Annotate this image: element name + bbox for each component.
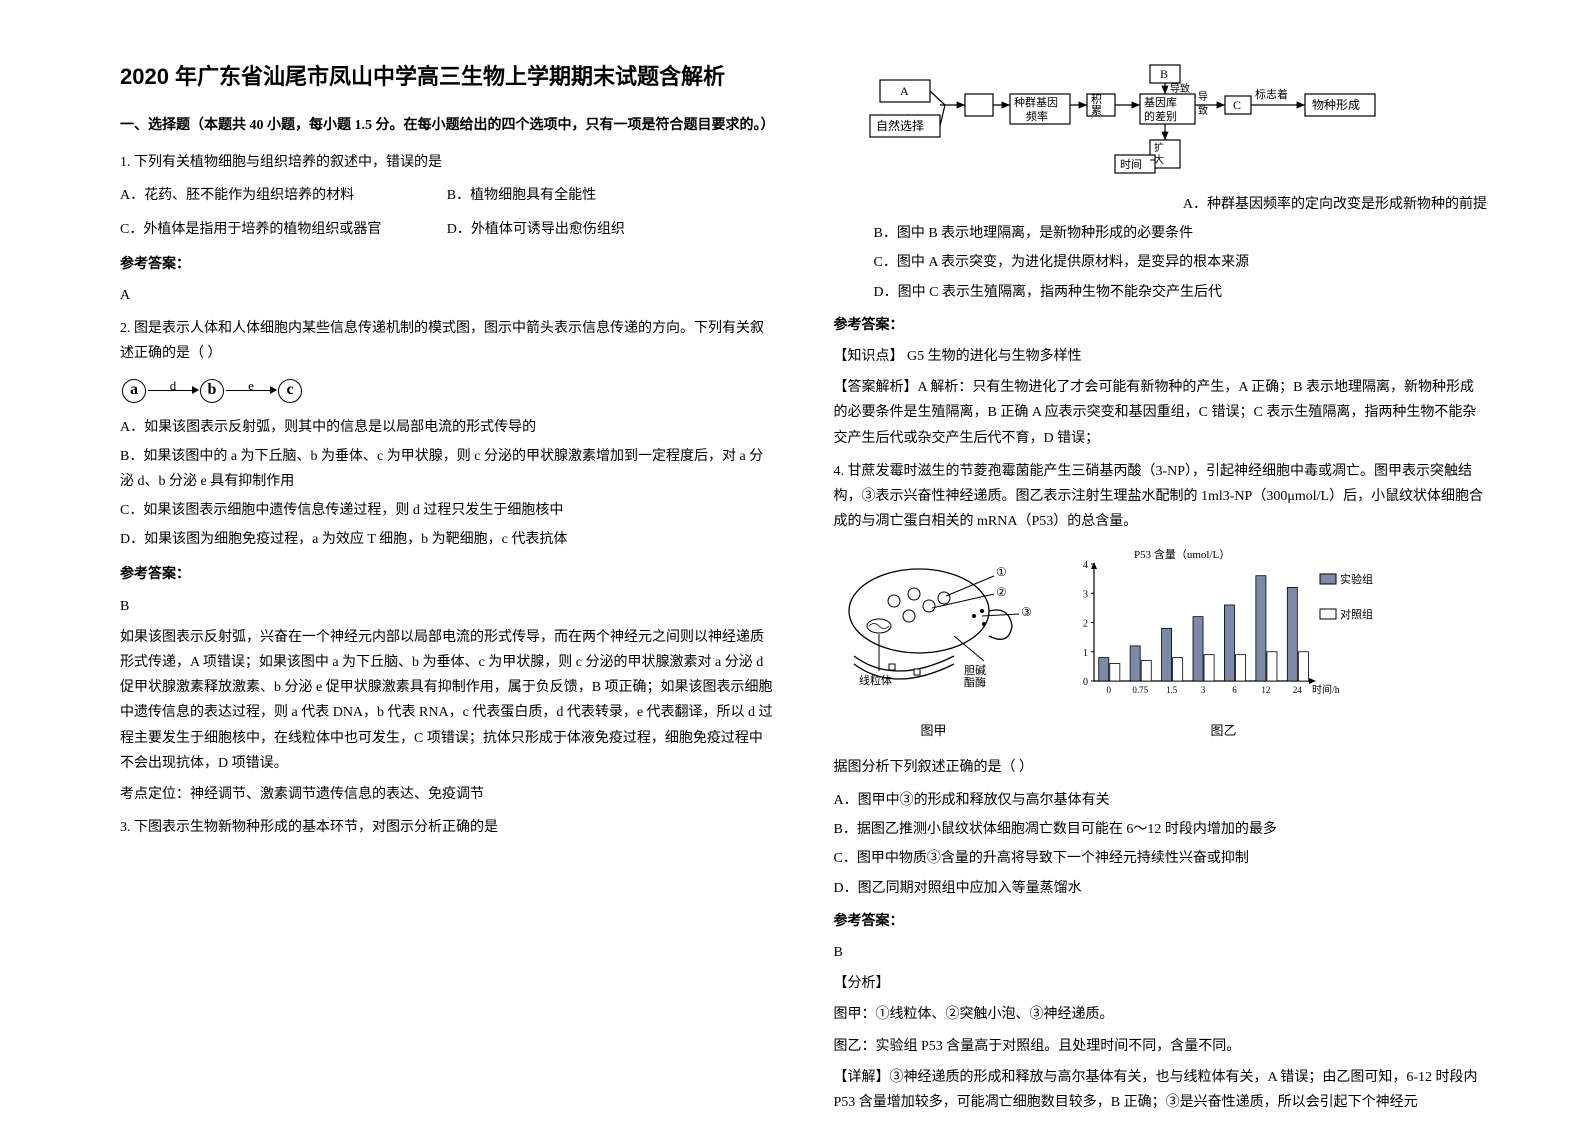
left-column: 2020 年广东省汕尾市凤山中学高三生物上学期期末试题含解析 一、选择题（本题共… <box>100 60 804 1082</box>
q4-analysis-label: 【分析】 <box>834 971 1488 996</box>
q3-opt-b: B．图中 B 表示地理隔离，是新物种形成的必要条件 <box>834 221 1488 246</box>
q3-flowchart: A 自然选择 种群基因 频率 积 累 B 导致 基因库 的差别 导 致 <box>850 60 1470 180</box>
q1-opt-c: C．外植体是指用于培养的植物组织或器官 <box>120 217 447 242</box>
svg-text:C: C <box>1233 98 1241 112</box>
right-column: A 自然选择 种群基因 频率 积 累 B 导致 基因库 的差别 导 致 <box>804 60 1508 1082</box>
svg-text:自然选择: 自然选择 <box>876 118 924 133</box>
q3-answer-label: 参考答案： <box>834 313 1488 338</box>
svg-text:0: 0 <box>1083 677 1088 688</box>
q1-opt-b: B．植物细胞具有全能性 <box>447 183 774 208</box>
section-heading-1: 一、选择题（本题共 40 小题，每小题 1.5 分。在每小题给出的四个选项中，只… <box>120 113 774 138</box>
node-c: c <box>278 379 302 403</box>
q1-opt-d: D．外植体可诱导出愈伤组织 <box>447 217 774 242</box>
q1-options-row2: C．外植体是指用于培养的植物组织或器官 D．外植体可诱导出愈伤组织 <box>120 217 774 242</box>
svg-text:基因库: 基因库 <box>1144 96 1177 109</box>
q2-answer-label: 参考答案： <box>120 562 774 587</box>
svg-text:导致: 导致 <box>1170 82 1190 95</box>
q2-opt-a: A．如果该图表示反射弧，则其中的信息是以局部电流的形式传导的 <box>120 415 774 440</box>
q4-detail: 【详解】③神经递质的形成和释放与高尔基体有关，也与线粒体有关，A 错误；由乙图可… <box>834 1065 1488 1115</box>
q2-opt-d: D．如果该图为细胞免疫过程，a 为效应 T 细胞，b 为靶细胞，c 代表抗体 <box>120 527 774 552</box>
q4-opt-d: D．图乙同期对照组中应加入等量蒸馏水 <box>834 876 1488 901</box>
q4-analysis1: 图甲：①线粒体、②突触小泡、③神经递质。 <box>834 1002 1488 1027</box>
q4-stem: 4. 甘蔗发霉时滋生的节菱孢霉菌能产生三硝基丙酸（3-NP），引起神经细胞中毒或… <box>834 459 1488 535</box>
q3-opt-d: D．图中 C 表示生殖隔离，指两种生物不能杂交产生后代 <box>834 280 1488 305</box>
svg-text:0: 0 <box>1106 685 1111 695</box>
q2-diagram: a d b e c <box>120 379 774 403</box>
arrow-d: d <box>148 390 198 392</box>
fig-yi: P53 含量（umol/L）0123400.751.5361224时间/h实验组… <box>1064 546 1384 706</box>
svg-text:B: B <box>1160 67 1168 81</box>
svg-text:实验组: 实验组 <box>1340 572 1373 586</box>
svg-text:时间/h: 时间/h <box>1312 683 1340 696</box>
fig-yi-caption: 图乙 <box>1064 719 1384 742</box>
svg-text:种群基因: 种群基因 <box>1014 95 1058 109</box>
q3-opt-c: C．图中 A 表示突变，为进化提供原材料，是变异的根本来源 <box>834 250 1488 275</box>
q4-analysis2: 图乙：实验组 P53 含量高于对照组。且处理时间不同，含量不同。 <box>834 1034 1488 1059</box>
fig-yi-wrap: P53 含量（umol/L）0123400.751.5361224时间/h实验组… <box>1064 546 1384 743</box>
fig-jia-caption: 图甲 <box>834 719 1034 742</box>
q2-explanation: 如果该图表示反射弧，兴奋在一个神经元内部以局部电流的形式传导，而在两个神经元之间… <box>120 625 774 776</box>
q4-answer: B <box>834 940 1488 965</box>
arrow-e: e <box>226 390 276 392</box>
q2-opt-c: C．如果该图表示细胞中遗传信息传递过程，则 d 过程只发生于细胞核中 <box>120 498 774 523</box>
svg-text:6: 6 <box>1232 685 1237 695</box>
svg-text:酯酶: 酯酶 <box>964 676 986 689</box>
q4-opt-a: A．图甲中③的形成和释放仅与高尔基体有关 <box>834 788 1488 813</box>
svg-text:累: 累 <box>1091 104 1102 117</box>
svg-text:物种形成: 物种形成 <box>1312 98 1360 112</box>
q1-stem: 1. 下列有关植物细胞与组织培养的叙述中，错误的是 <box>120 150 774 175</box>
svg-text:胆碱: 胆碱 <box>964 664 986 677</box>
fig-jia: ① ② ③ 胆碱 酯酶 线粒体 <box>834 556 1034 706</box>
svg-text:③: ③ <box>1021 605 1032 619</box>
svg-text:1.5: 1.5 <box>1166 685 1178 695</box>
svg-text:2: 2 <box>1083 619 1088 630</box>
svg-text:12: 12 <box>1261 685 1270 695</box>
svg-text:频率: 频率 <box>1026 109 1048 123</box>
svg-text:对照组: 对照组 <box>1340 607 1373 621</box>
svg-text:3: 3 <box>1200 685 1205 695</box>
q4-opt-c: C．图甲中物质③含量的升高将导致下一个神经元持续性兴奋或抑制 <box>834 846 1488 871</box>
svg-text:②: ② <box>996 585 1007 599</box>
svg-text:扩: 扩 <box>1154 141 1164 154</box>
q3-explain: 【答案解析】A 解析：只有生物进化了才会可能有新物种的产生，A 正确；B 表示地… <box>834 375 1488 451</box>
svg-text:4: 4 <box>1083 560 1088 571</box>
svg-text:标志着: 标志着 <box>1255 87 1288 101</box>
svg-text:致: 致 <box>1198 104 1208 117</box>
node-b: b <box>200 379 224 403</box>
svg-text:1: 1 <box>1083 648 1088 659</box>
q3-stem: 3. 下图表示生物新物种形成的基本环节，对图示分析正确的是 <box>120 815 774 840</box>
q3-opt-a-wrap: A．种群基因频率的定向改变是形成新物种的前提 <box>834 192 1488 217</box>
arrow-d-label: d <box>170 374 177 397</box>
page-title: 2020 年广东省汕尾市凤山中学高三生物上学期期末试题含解析 <box>120 60 774 93</box>
svg-text:A: A <box>900 84 909 98</box>
q1-answer-label: 参考答案： <box>120 252 774 277</box>
q1-answer: A <box>120 283 774 308</box>
fig-jia-wrap: ① ② ③ 胆碱 酯酶 线粒体 图甲 <box>834 556 1034 743</box>
q4-substem: 据图分析下列叙述正确的是（ ） <box>834 755 1488 780</box>
q4-opt-b: B．据图乙推测小鼠纹状体细胞凋亡数目可能在 6～12 时段内增加的最多 <box>834 817 1488 842</box>
svg-text:的差别: 的差别 <box>1144 109 1177 123</box>
q2-stem: 2. 图是表示人体和人体细胞内某些信息传递机制的模式图，图示中箭头表示信息传递的… <box>120 316 774 366</box>
svg-text:P53 含量（umol/L）: P53 含量（umol/L） <box>1134 547 1230 561</box>
q3-opt-a: A．种群基因频率的定向改变是形成新物种的前提 <box>1183 192 1487 217</box>
svg-text:24: 24 <box>1292 685 1302 695</box>
arrow-e-label: e <box>248 374 254 397</box>
node-a: a <box>122 379 146 403</box>
svg-text:时间: 时间 <box>1120 158 1142 171</box>
svg-text:0.75: 0.75 <box>1132 685 1148 695</box>
q2-points: 考点定位：神经调节、激素调节遗传信息的表达、免疫调节 <box>120 782 774 807</box>
q2-answer: B <box>120 594 774 619</box>
q2-opt-b: B．如果该图中的 a 为下丘脑、b 为垂体、c 为甲状腺，则 c 分泌的甲状腺激… <box>120 444 774 494</box>
q4-figures: ① ② ③ 胆碱 酯酶 线粒体 图甲 P53 含量（umol/L）0123400… <box>834 546 1488 743</box>
q1-options-row1: A．花药、胚不能作为组织培养的材料 B．植物细胞具有全能性 <box>120 183 774 208</box>
svg-text:①: ① <box>996 565 1007 579</box>
svg-text:3: 3 <box>1083 590 1088 601</box>
q1-opt-a: A．花药、胚不能作为组织培养的材料 <box>120 183 447 208</box>
q4-answer-label: 参考答案： <box>834 909 1488 934</box>
q3-knowledge: 【知识点】 G5 生物的进化与生物多样性 <box>834 344 1488 369</box>
svg-text:导: 导 <box>1198 91 1208 103</box>
